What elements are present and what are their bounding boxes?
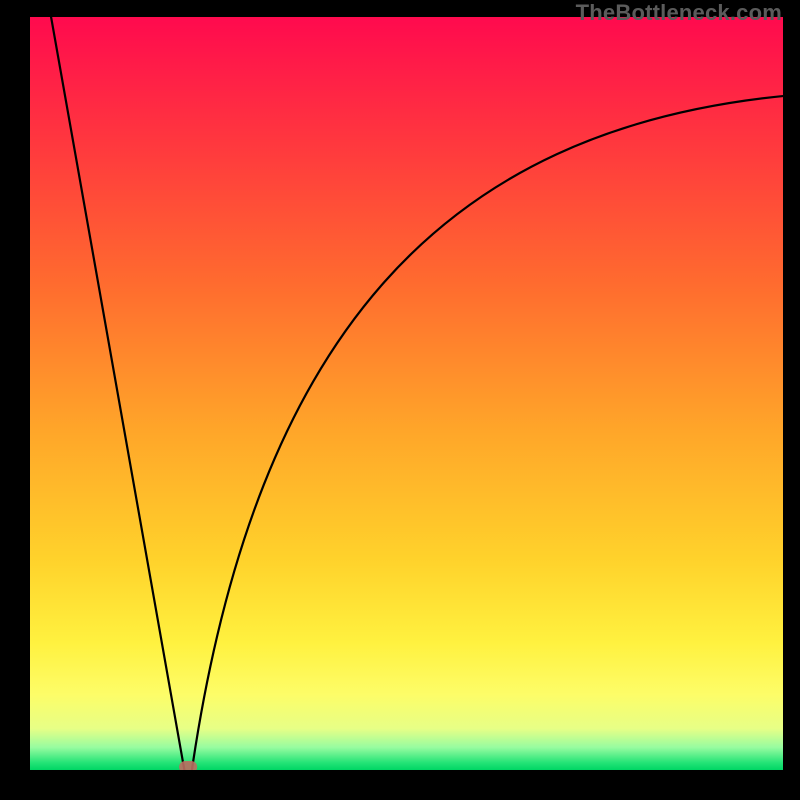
plot-area (30, 17, 783, 770)
minimum-marker (179, 761, 197, 770)
gradient-background (30, 17, 783, 770)
chart-frame: TheBottleneck.com (0, 0, 800, 800)
chart-svg (30, 17, 783, 770)
watermark-text: TheBottleneck.com (576, 0, 782, 26)
